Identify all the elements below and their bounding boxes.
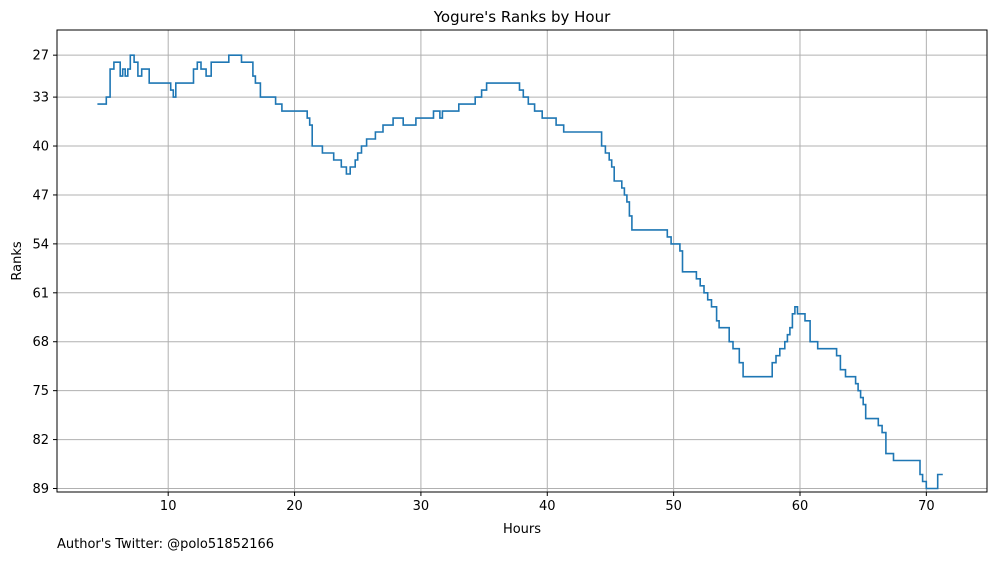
x-tick-label: 60: [792, 499, 809, 514]
y-tick-label: 27: [32, 49, 49, 64]
y-tick-label: 82: [32, 433, 49, 448]
x-tick-label: 40: [539, 499, 556, 514]
x-axis-ticks: 10 20 30 40 50 60 70: [160, 492, 935, 514]
author-credit: Author's Twitter: @polo51852166: [57, 537, 275, 552]
y-tick-label: 68: [32, 335, 49, 350]
y-tick-label: 75: [32, 384, 49, 399]
rank-series-line: [97, 54, 943, 490]
chart-title: Yogure's Ranks by Hour: [433, 8, 611, 26]
y-axis-ticks: 27 33 40 47 54 61 68 75 82 89: [32, 49, 57, 497]
x-axis-label: Hours: [503, 522, 541, 537]
y-tick-label: 47: [32, 188, 49, 203]
y-tick-label: 61: [32, 286, 49, 301]
y-tick-label: 89: [32, 482, 49, 497]
x-tick-label: 70: [918, 499, 935, 514]
y-tick-label: 40: [32, 140, 49, 155]
x-tick-label: 20: [286, 499, 303, 514]
y-tick-label: 54: [32, 237, 49, 252]
series-group: [97, 54, 943, 490]
y-tick-label: 33: [32, 91, 49, 106]
y-axis-label: Ranks: [10, 241, 25, 280]
x-tick-label: 10: [160, 499, 177, 514]
grid-lines: [57, 30, 987, 492]
x-tick-label: 50: [665, 499, 682, 514]
plot-frame: [56, 29, 988, 493]
x-tick-label: 30: [413, 499, 430, 514]
